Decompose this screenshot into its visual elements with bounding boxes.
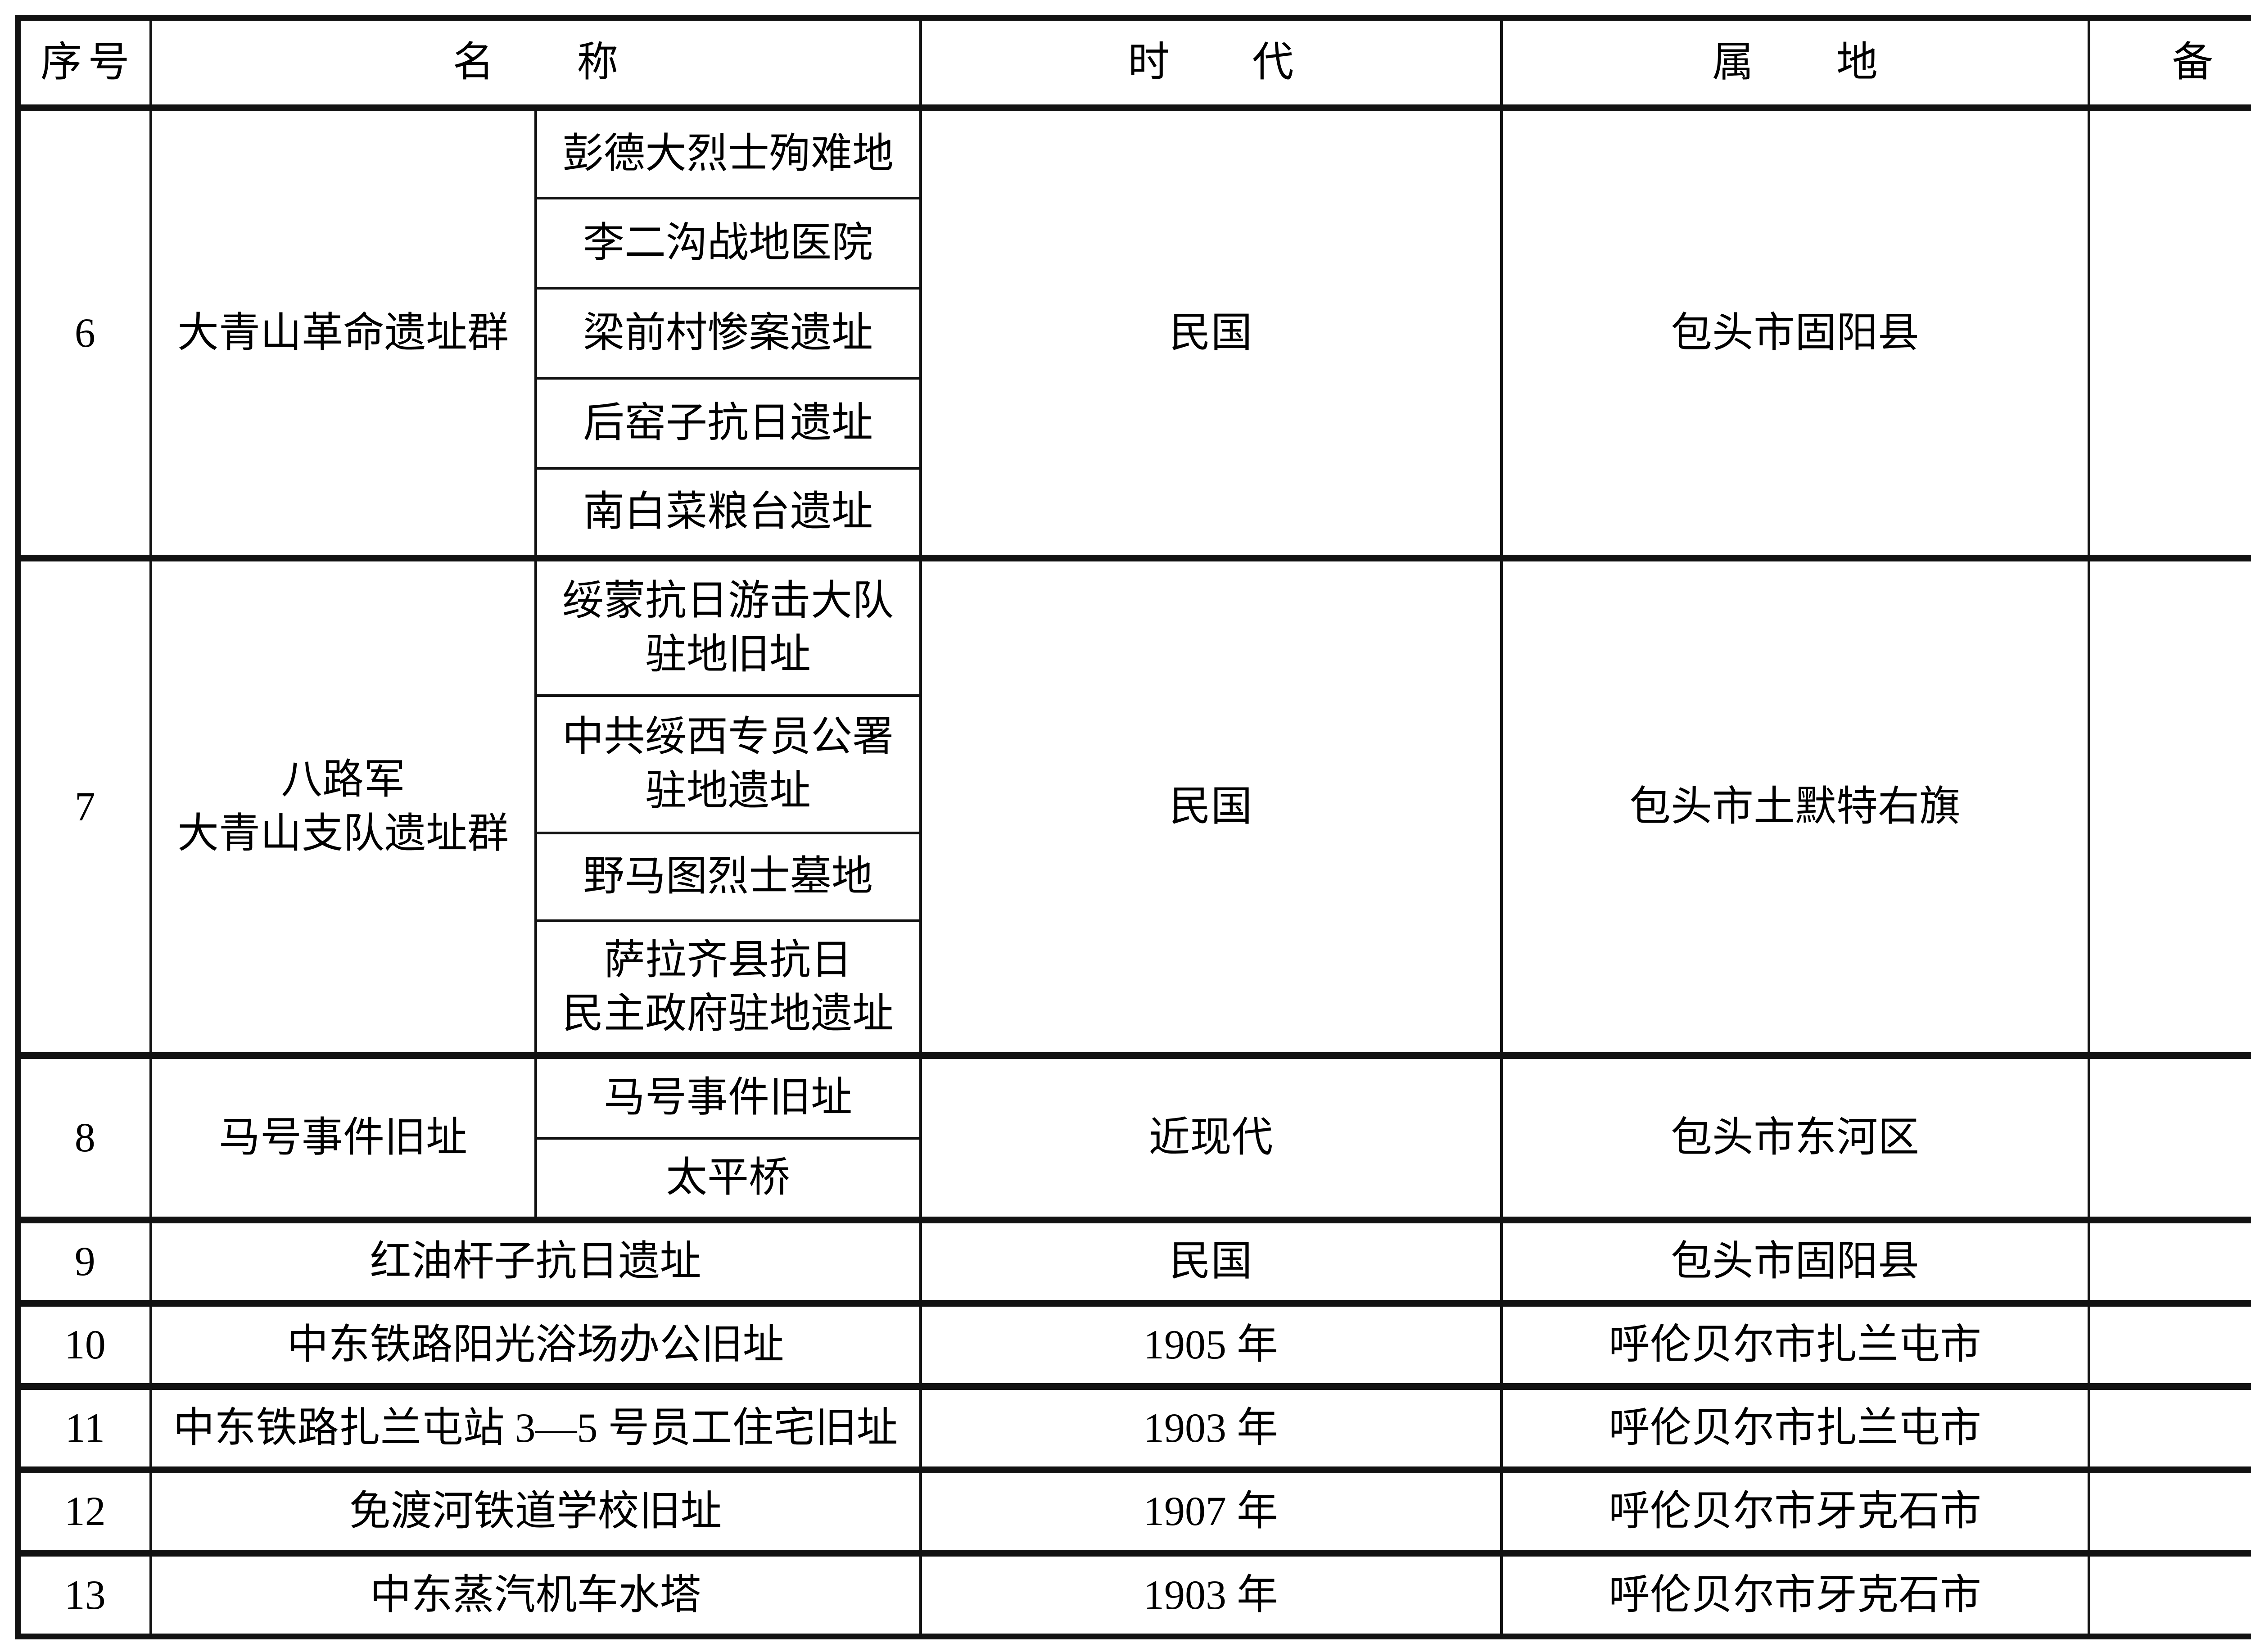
col-header-era: 时代 bbox=[919, 16, 1503, 111]
cell-name: 中东铁路阳光浴场办公旧址 bbox=[149, 1300, 922, 1388]
cell-era: 1903 年 bbox=[919, 1550, 1503, 1638]
cell-location: 包头市土默特右旗 bbox=[1500, 555, 2090, 1057]
cell-sub-item: 绥蒙抗日游击大队 驻地旧址 bbox=[534, 555, 922, 697]
col-header-no-label: 序号 bbox=[40, 39, 136, 86]
cell-remarks bbox=[2087, 1300, 2251, 1388]
cell-location: 呼伦贝尔市扎兰屯市 bbox=[1500, 1300, 2090, 1388]
cell-era: 民国 bbox=[919, 555, 1503, 1057]
col-header-name-label: 名称 bbox=[452, 39, 701, 86]
cell-name: 中东铁路扎兰屯站 3—5 号员工住宅旧址 bbox=[149, 1383, 922, 1471]
heritage-sites-table: 序号 名称 时代 属地 备注 6 大青山革命遗址群 彭德大烈士殉难地 民国 包头… bbox=[15, 15, 2251, 1639]
table-row: 后窑子抗日遗址 bbox=[18, 376, 2251, 470]
cell-name: 中东蒸汽机车水塔 bbox=[149, 1550, 922, 1638]
col-header-era-label: 时代 bbox=[1128, 39, 1377, 86]
cell-era: 1903 年 bbox=[919, 1383, 1503, 1471]
cell-era: 民国 bbox=[919, 1217, 1503, 1305]
col-header-no: 序号 bbox=[16, 16, 152, 111]
cell-no: 10 bbox=[16, 1300, 152, 1388]
table-row: 梁前村惨案遗址 bbox=[18, 286, 2251, 380]
table-header-row: 序号 名称 时代 属地 备注 bbox=[16, 16, 2251, 111]
cell-sub-item: 马号事件旧址 bbox=[534, 1052, 922, 1140]
cell-no: 7 bbox=[16, 555, 152, 1057]
cell-no: 12 bbox=[16, 1466, 152, 1555]
cell-location: 呼伦贝尔市扎兰屯市 bbox=[1500, 1383, 2090, 1471]
cell-remarks bbox=[2087, 555, 2251, 1057]
table-row: 13 中东蒸汽机车水塔 1903 年 呼伦贝尔市牙克石市 bbox=[16, 1550, 2251, 1638]
table-row: 太平桥 bbox=[18, 1136, 2251, 1222]
table-row: 中共绥西专员公署 驻地遗址 bbox=[18, 694, 2251, 834]
cell-location: 包头市东河区 bbox=[1500, 1052, 2090, 1222]
cell-era: 1907 年 bbox=[919, 1466, 1503, 1555]
cell-era: 近现代 bbox=[919, 1052, 1503, 1222]
cell-name: 八路军 大青山支队遗址群 bbox=[149, 555, 537, 1057]
cell-name: 大青山革命遗址群 bbox=[149, 104, 537, 560]
cell-no: 6 bbox=[16, 104, 152, 560]
col-header-remarks-label: 备注 bbox=[2172, 39, 2251, 86]
table-row: 11 中东铁路扎兰屯站 3—5 号员工住宅旧址 1903 年 呼伦贝尔市扎兰屯市 bbox=[16, 1383, 2251, 1471]
col-header-location: 属地 bbox=[1500, 16, 2090, 111]
cell-location: 呼伦贝尔市牙克石市 bbox=[1500, 1466, 2090, 1555]
table-row: 南白菜粮台遗址 bbox=[18, 466, 2251, 560]
table-row: 6 大青山革命遗址群 彭德大烈士殉难地 民国 包头市固阳县 bbox=[16, 104, 2251, 560]
cell-sub-item: 李二沟战地医院 bbox=[534, 196, 922, 290]
cell-location: 呼伦贝尔市牙克石市 bbox=[1500, 1550, 2090, 1638]
cell-sub-item: 彭德大烈士殉难地 bbox=[534, 104, 922, 199]
table-row: 12 免渡河铁道学校旧址 1907 年 呼伦贝尔市牙克石市 bbox=[16, 1466, 2251, 1555]
cell-name: 红油杆子抗日遗址 bbox=[149, 1217, 922, 1305]
cell-no: 9 bbox=[16, 1217, 152, 1305]
cell-era: 1905 年 bbox=[919, 1300, 1503, 1388]
cell-sub-item: 梁前村惨案遗址 bbox=[534, 286, 922, 380]
cell-name: 马号事件旧址 bbox=[149, 1052, 537, 1222]
table-row: 8 马号事件旧址 马号事件旧址 近现代 包头市东河区 bbox=[16, 1052, 2251, 1222]
cell-no: 13 bbox=[16, 1550, 152, 1638]
col-header-remarks: 备注 bbox=[2087, 16, 2251, 111]
table-row: 李二沟战地医院 bbox=[18, 196, 2251, 290]
cell-remarks bbox=[2087, 1217, 2251, 1305]
cell-name: 免渡河铁道学校旧址 bbox=[149, 1466, 922, 1555]
cell-remarks bbox=[2087, 1550, 2251, 1638]
cell-sub-item: 萨拉齐县抗日 民主政府驻地遗址 bbox=[534, 919, 922, 1057]
cell-sub-item: 中共绥西专员公署 驻地遗址 bbox=[534, 694, 922, 834]
cell-remarks bbox=[2087, 1052, 2251, 1222]
table-row: 萨拉齐县抗日 民主政府驻地遗址 bbox=[18, 919, 2251, 1057]
cell-sub-item: 太平桥 bbox=[534, 1136, 922, 1222]
cell-remarks bbox=[2087, 1383, 2251, 1471]
col-header-name: 名称 bbox=[149, 16, 922, 111]
cell-no: 11 bbox=[16, 1383, 152, 1471]
cell-sub-item: 后窑子抗日遗址 bbox=[534, 376, 922, 470]
table-row: 10 中东铁路阳光浴场办公旧址 1905 年 呼伦贝尔市扎兰屯市 bbox=[16, 1300, 2251, 1388]
cell-location: 包头市固阳县 bbox=[1500, 1217, 2090, 1305]
cell-sub-item: 南白菜粮台遗址 bbox=[534, 466, 922, 560]
table-row: 7 八路军 大青山支队遗址群 绥蒙抗日游击大队 驻地旧址 民国 包头市土默特右旗 bbox=[16, 555, 2251, 1057]
cell-era: 民国 bbox=[919, 104, 1503, 560]
cell-remarks bbox=[2087, 1466, 2251, 1555]
col-header-location-label: 属地 bbox=[1712, 39, 1961, 86]
cell-location: 包头市固阳县 bbox=[1500, 104, 2090, 560]
cell-sub-item: 野马图烈士墓地 bbox=[534, 831, 922, 922]
table-row: 9 红油杆子抗日遗址 民国 包头市固阳县 bbox=[16, 1217, 2251, 1305]
cell-remarks bbox=[2087, 104, 2251, 560]
cell-no: 8 bbox=[16, 1052, 152, 1222]
table-row: 野马图烈士墓地 bbox=[18, 831, 2251, 922]
